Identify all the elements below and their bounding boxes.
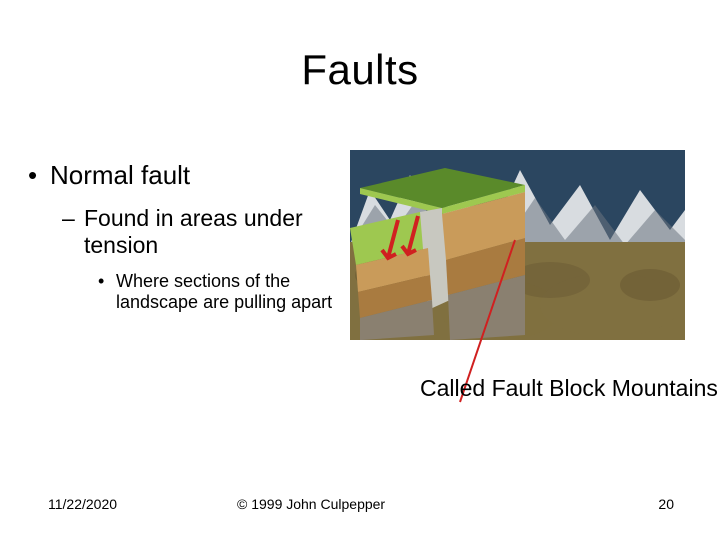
bullet-l1-text: Normal fault <box>50 160 190 191</box>
bullet-dash-icon: – <box>62 205 84 259</box>
bullet-level-1: • Normal fault <box>28 160 368 191</box>
bullet-l3-text: Where sections of the landscape are pull… <box>116 271 368 313</box>
callout-arrow-icon <box>350 150 685 410</box>
bullet-l2-text: Found in areas under tension <box>84 205 368 259</box>
slide: Faults • Normal fault – Found in areas u… <box>0 0 720 540</box>
bullet-level-3: • Where sections of the landscape are pu… <box>98 271 368 313</box>
bullet-dot-icon: • <box>28 160 50 191</box>
bullet-level-2: – Found in areas under tension <box>62 205 368 259</box>
bullet-dot-icon: • <box>98 271 116 313</box>
footer-copyright: © 1999 John Culpepper <box>237 496 385 512</box>
bullet-list: • Normal fault – Found in areas under te… <box>28 160 368 314</box>
slide-title: Faults <box>0 46 720 94</box>
footer-page-number: 20 <box>658 496 674 512</box>
caption-text: Called Fault Block Mountains <box>420 375 718 402</box>
footer-date: 11/22/2020 <box>48 496 117 512</box>
illustration <box>350 150 685 340</box>
